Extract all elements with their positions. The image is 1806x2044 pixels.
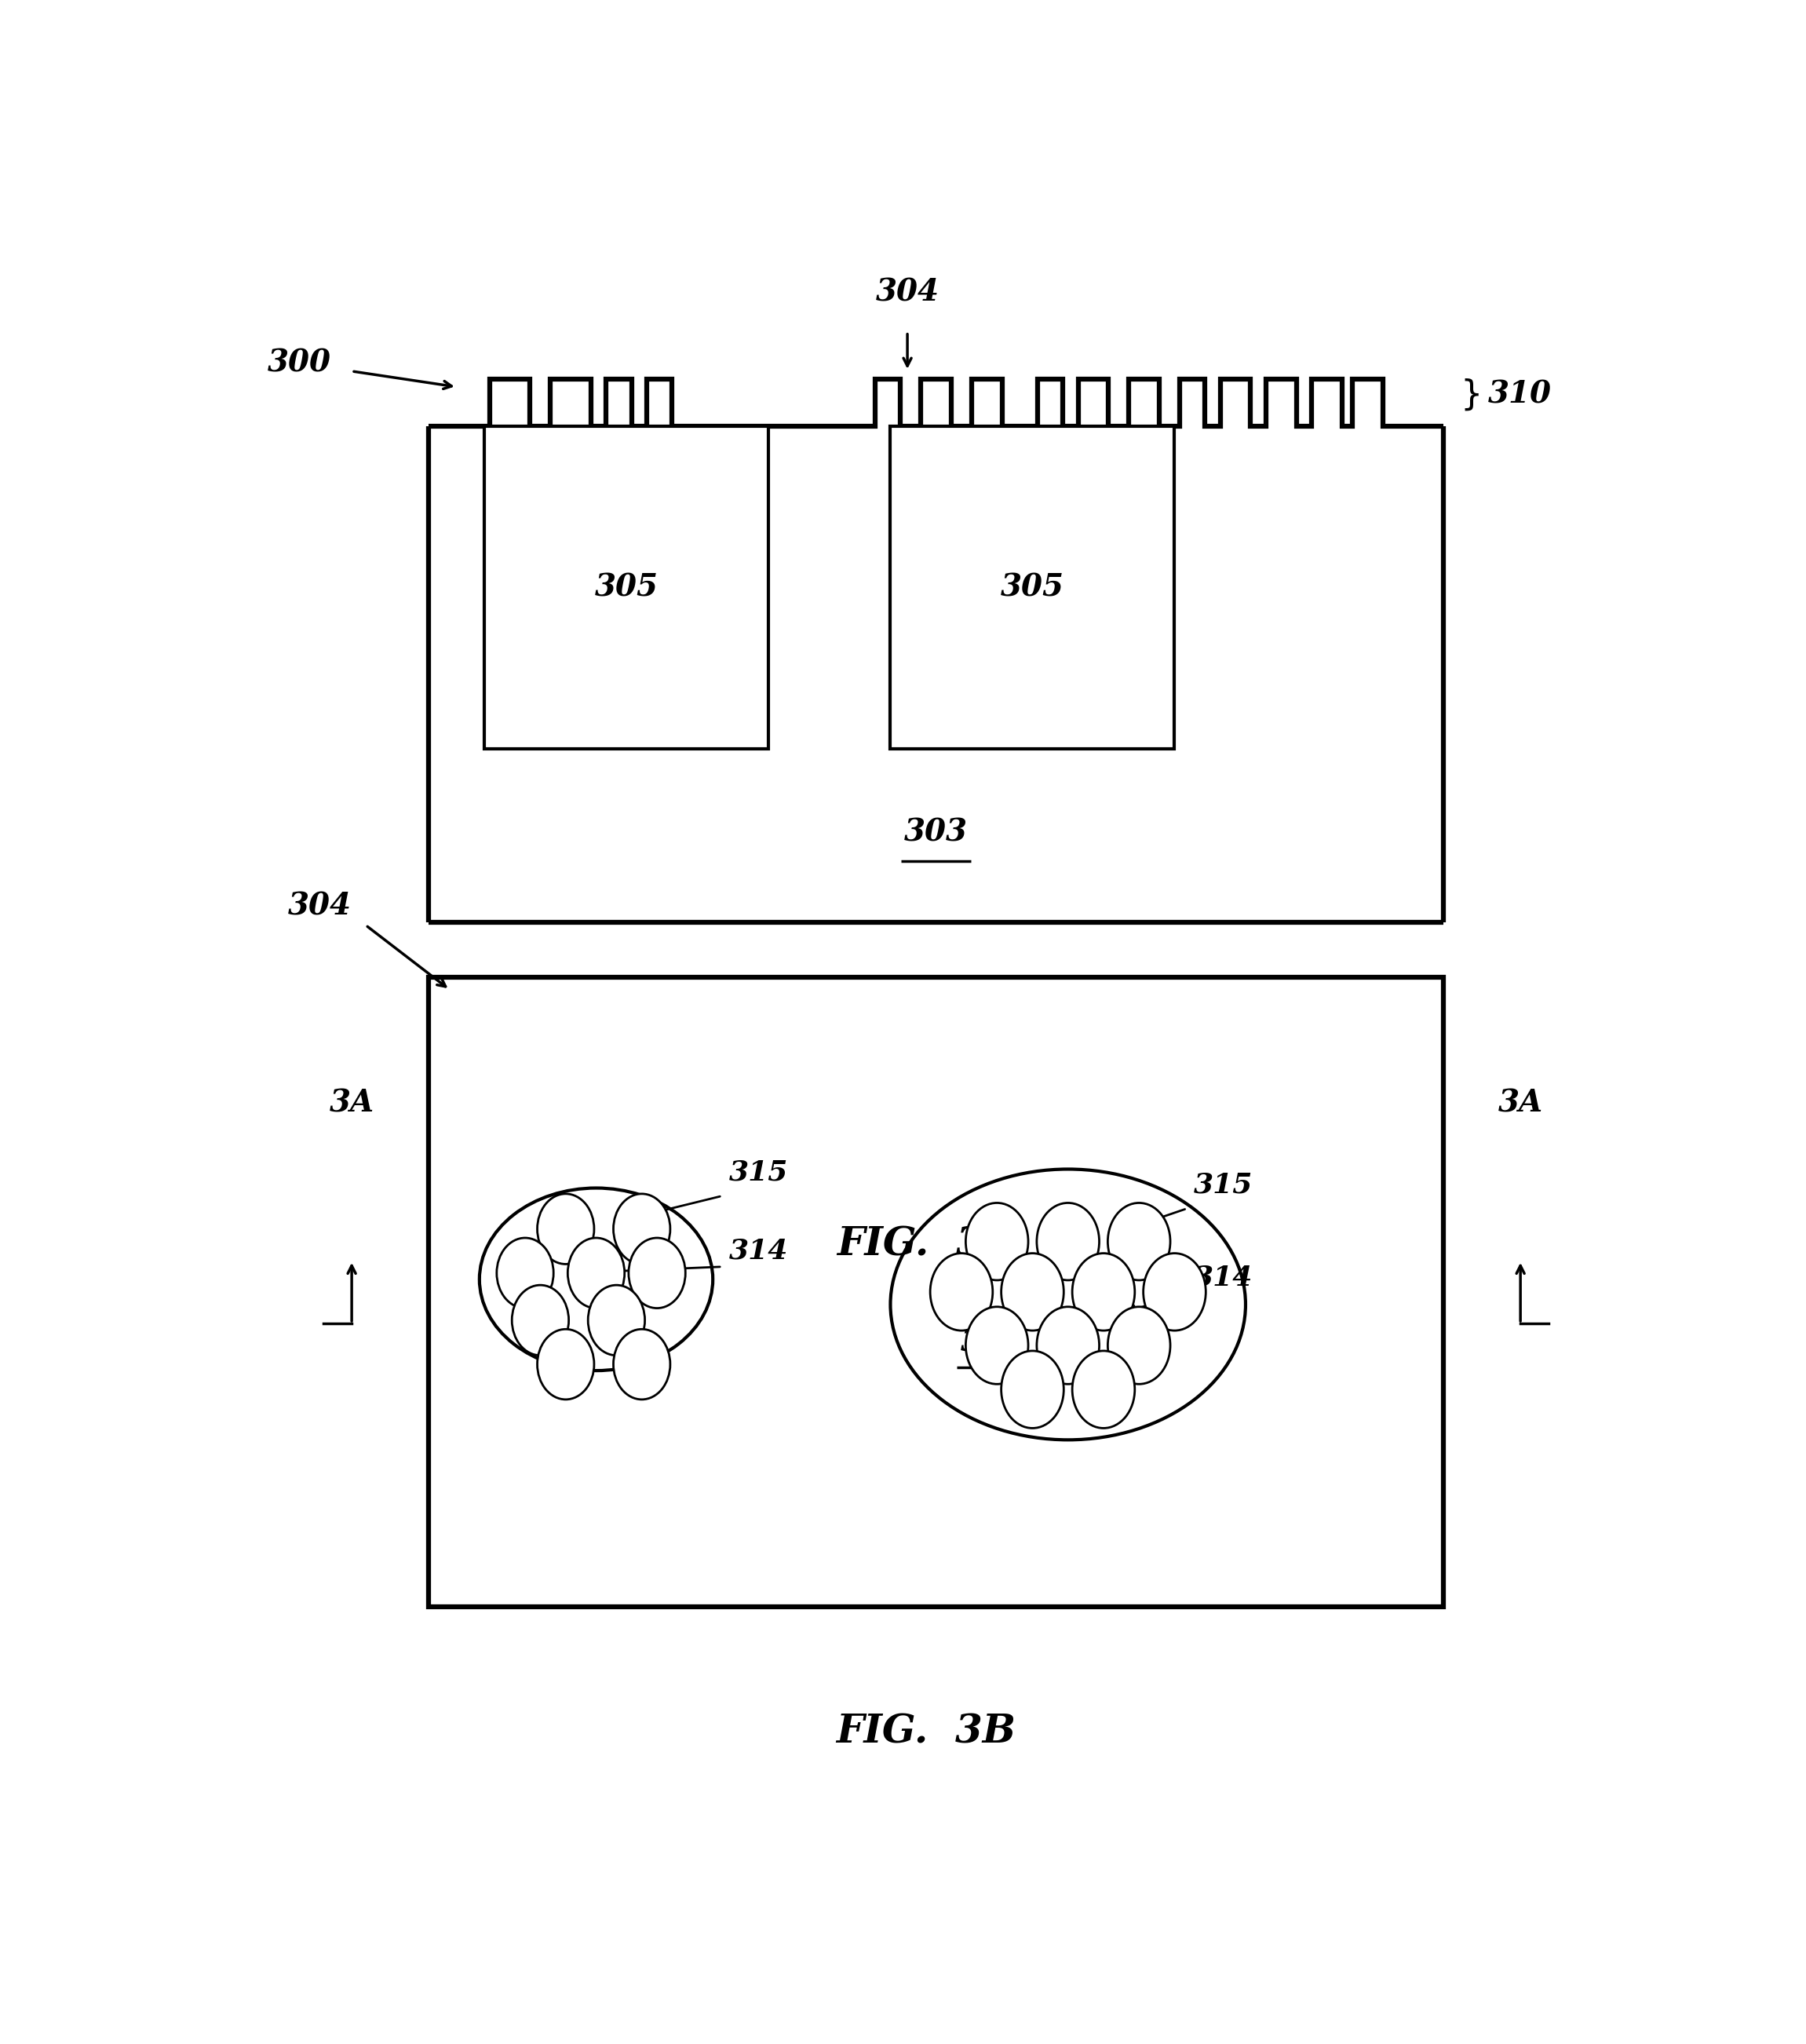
Ellipse shape	[1073, 1351, 1134, 1429]
Text: }: }	[1461, 378, 1483, 411]
Ellipse shape	[966, 1202, 1028, 1280]
Ellipse shape	[890, 1169, 1246, 1439]
Text: 303: 303	[961, 1327, 1024, 1357]
Bar	[428, 977, 1443, 1607]
Text: 3A: 3A	[329, 1087, 374, 1118]
Ellipse shape	[511, 1286, 569, 1355]
Ellipse shape	[1037, 1306, 1100, 1384]
Text: 314: 314	[1194, 1265, 1253, 1292]
Ellipse shape	[589, 1286, 645, 1355]
Ellipse shape	[614, 1194, 670, 1263]
Ellipse shape	[497, 1239, 553, 1308]
Bar	[890, 427, 1174, 748]
Text: 303: 303	[905, 818, 968, 848]
Text: 3A: 3A	[1497, 1087, 1542, 1118]
Ellipse shape	[1037, 1202, 1100, 1280]
Text: 304: 304	[289, 891, 352, 922]
Text: 304: 304	[876, 278, 939, 307]
Ellipse shape	[536, 1329, 594, 1400]
Ellipse shape	[614, 1329, 670, 1400]
Ellipse shape	[1143, 1253, 1206, 1331]
Text: 314: 314	[730, 1239, 787, 1265]
Ellipse shape	[1073, 1253, 1134, 1331]
Bar	[484, 427, 769, 748]
Text: 315: 315	[730, 1159, 787, 1186]
Ellipse shape	[1107, 1202, 1170, 1280]
Text: FIG.  3B: FIG. 3B	[836, 1713, 1015, 1752]
Ellipse shape	[479, 1188, 713, 1372]
Ellipse shape	[930, 1253, 993, 1331]
Ellipse shape	[536, 1194, 594, 1263]
Ellipse shape	[567, 1239, 625, 1308]
Ellipse shape	[628, 1239, 686, 1308]
Ellipse shape	[1107, 1306, 1170, 1384]
Text: 300: 300	[267, 347, 330, 378]
Text: 305: 305	[594, 572, 659, 603]
Ellipse shape	[966, 1306, 1028, 1384]
Text: 310: 310	[1488, 380, 1551, 409]
Ellipse shape	[1001, 1253, 1064, 1331]
Text: FIG.  3A: FIG. 3A	[836, 1226, 1015, 1263]
Text: 315: 315	[1194, 1171, 1253, 1198]
Ellipse shape	[1001, 1351, 1064, 1429]
Text: 305: 305	[1001, 572, 1064, 603]
